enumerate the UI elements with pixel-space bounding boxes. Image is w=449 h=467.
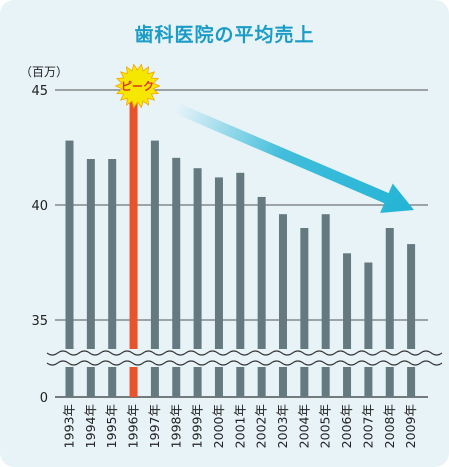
- bar: [65, 140, 74, 397]
- bar: [321, 214, 330, 397]
- y-tick-label: 35: [31, 314, 48, 329]
- y-tick-label: 45: [31, 84, 48, 99]
- bar: [279, 214, 287, 397]
- bar-peak: [129, 90, 138, 397]
- bar: [236, 172, 245, 397]
- x-tick-label: 2000年: [211, 404, 226, 448]
- y-tick-label: 0: [40, 391, 48, 406]
- x-tick-label: 2005年: [318, 404, 333, 448]
- x-tick-label: 2006年: [339, 404, 354, 448]
- bar: [193, 168, 202, 397]
- x-tick-label: 1993年: [62, 404, 77, 448]
- axis-break-line: [46, 360, 443, 366]
- peak-burst: [114, 63, 161, 109]
- bar: [108, 159, 117, 397]
- x-tick-label: 1994年: [83, 404, 98, 448]
- bar: [364, 262, 373, 397]
- x-tick-label: 2008年: [382, 404, 397, 448]
- x-tick-label: 1999年: [190, 404, 205, 448]
- x-tick-label: 2009年: [403, 404, 418, 448]
- x-tick-label: 2004年: [296, 404, 311, 448]
- y-tick-label: 40: [31, 199, 48, 214]
- trend-arrow: [173, 102, 414, 213]
- x-tick-label: 2001年: [232, 404, 247, 448]
- bar: [150, 140, 159, 397]
- bar: [172, 157, 181, 397]
- y-unit-label: （百万）: [20, 65, 69, 79]
- x-tick-label: 1998年: [168, 404, 183, 448]
- x-tick-label: 2003年: [275, 404, 290, 448]
- bar: [300, 228, 309, 397]
- bar: [257, 196, 266, 397]
- bar: [343, 253, 352, 397]
- x-tick-label: 2002年: [254, 404, 269, 448]
- x-tick-label: 1996年: [126, 404, 141, 448]
- bar: [385, 228, 394, 397]
- x-tick-label: 2007年: [360, 404, 375, 448]
- peak-label: ピーク: [121, 80, 154, 93]
- bar: [214, 177, 223, 397]
- bar: [86, 159, 95, 397]
- x-tick-label: 1995年: [104, 404, 119, 448]
- trend-arrow-shape: [173, 102, 414, 213]
- chart-title: 歯科医院の平均売上: [134, 24, 315, 46]
- x-tick-label: 1997年: [147, 404, 162, 448]
- bar: [407, 244, 416, 397]
- axis-break-line: [46, 350, 443, 356]
